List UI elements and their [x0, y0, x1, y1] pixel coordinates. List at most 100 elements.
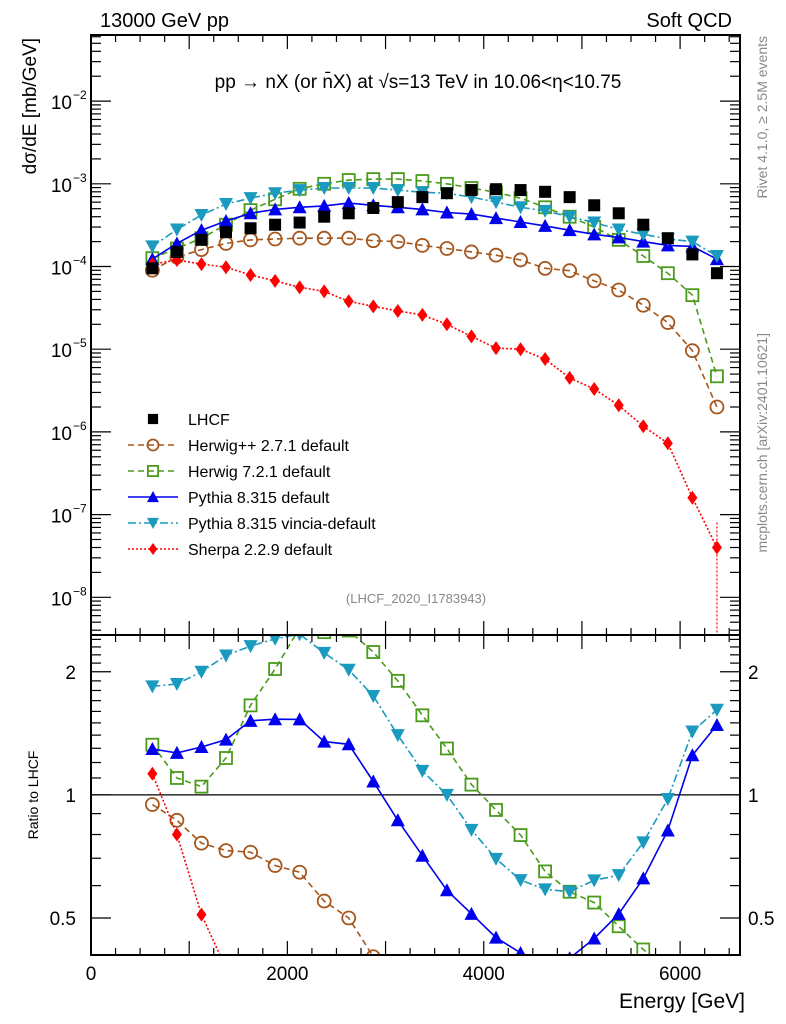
- point-lhcf: [637, 218, 650, 231]
- main-y-tick-label: 10: [51, 259, 72, 280]
- ratio-point-sherpa: [221, 961, 231, 975]
- point-vincia: [169, 223, 184, 237]
- ratio-point-herwig7: [587, 895, 602, 910]
- main-y-tick-exponent: −7: [73, 502, 87, 516]
- ratio-point-pythia: [415, 848, 430, 862]
- point-sherpa: [441, 317, 452, 332]
- series-vincia: [145, 181, 724, 263]
- point-herwigpp: [660, 315, 676, 330]
- point-sherpa: [515, 342, 526, 357]
- ratio-point-pythia: [194, 739, 209, 753]
- ratio-point-pythia: [341, 737, 356, 751]
- point-herwig7: [660, 266, 675, 281]
- ratio-point-herwig7: [611, 919, 626, 934]
- ratio-point-sherpa: [246, 1019, 256, 1024]
- ratio-point-herwig7: [170, 771, 184, 785]
- line-pythia: [151, 202, 718, 260]
- point-lhcf: [244, 222, 257, 235]
- point-lhcf: [514, 184, 527, 197]
- main-y-tick-label: 10: [51, 176, 72, 197]
- legend-item-herwig7: Herwig 7.2.1 default: [128, 464, 331, 481]
- point-herwig7: [636, 249, 651, 263]
- point-lhcf: [563, 191, 576, 204]
- point-lhcf: [342, 207, 355, 220]
- point-vincia: [709, 249, 724, 263]
- ratio-point-pythia: [685, 748, 700, 762]
- point-vincia: [636, 228, 651, 242]
- main-panel-data: [144, 172, 725, 635]
- ratio-point-vincia: [269, 635, 281, 646]
- ratio-point-pythia: [636, 871, 651, 885]
- ratio-point-vincia: [341, 663, 356, 677]
- ratio-series-herwig7: [145, 635, 652, 955]
- line-vincia: [151, 187, 718, 257]
- ratio-point-vincia: [415, 764, 430, 778]
- ratio-series-sherpa: [147, 766, 256, 1024]
- legend-item-sherpa: Sherpa 2.2.9 default: [128, 542, 333, 559]
- ratio-point-vincia: [390, 729, 405, 743]
- ratio-point-vincia: [317, 646, 332, 660]
- point-lhcf: [170, 245, 183, 258]
- ratio-y-tick-label-left: 2: [65, 663, 76, 684]
- legend-item-pythia: Pythia 8.315 default: [128, 490, 330, 507]
- legend-label-herwigpp: Herwig++ 2.7.1 default: [188, 438, 350, 455]
- main-y-tick-exponent: −6: [73, 419, 87, 433]
- x-tick-label: 6000: [659, 964, 701, 985]
- legend-marker-herwigpp: [146, 438, 160, 452]
- point-herwigpp: [439, 241, 455, 256]
- legend-marker-sherpa: [148, 543, 158, 555]
- ratio-point-pythia: [317, 734, 332, 748]
- point-herwigpp: [341, 230, 357, 246]
- ratio-point-herwigpp: [391, 984, 404, 997]
- point-herwigpp: [414, 237, 430, 253]
- ratio-point-pythia: [219, 732, 234, 746]
- point-vincia: [562, 210, 577, 224]
- ratio-point-pythia: [660, 823, 675, 837]
- ratio-y-tick-label-left: 0.5: [50, 909, 76, 930]
- point-herwigpp: [365, 233, 381, 249]
- point-lhcf: [440, 187, 453, 200]
- point-pythia: [268, 202, 283, 216]
- ratio-point-vincia: [366, 689, 381, 703]
- main-y-tick-label: 10: [51, 424, 72, 445]
- ratio-point-herwigpp: [366, 949, 381, 955]
- point-lhcf: [146, 262, 159, 275]
- point-vincia: [243, 192, 258, 206]
- ratio-point-vincia: [660, 792, 675, 806]
- legend-label-herwig7: Herwig 7.2.1 default: [188, 464, 331, 481]
- ratio-point-herwig7: [440, 741, 454, 756]
- legend-item-lhcf: LHCF: [147, 412, 230, 429]
- point-vincia: [489, 196, 504, 210]
- point-lhcf: [367, 201, 380, 214]
- point-sherpa: [491, 341, 502, 356]
- ratio-point-herwig7: [464, 777, 479, 792]
- point-herwigpp: [390, 234, 406, 250]
- ratio-point-herwigpp: [194, 835, 209, 851]
- point-lhcf: [465, 184, 478, 197]
- point-vincia: [341, 181, 356, 195]
- point-herwigpp: [586, 273, 602, 289]
- point-herwigpp: [684, 343, 700, 359]
- ratio-point-sherpa: [147, 766, 158, 781]
- ratio-panel-data: [91, 635, 740, 1024]
- legend-label-lhcf: LHCF: [188, 412, 230, 429]
- ratio-point-herwig7: [243, 698, 258, 713]
- point-lhcf: [612, 207, 625, 220]
- point-pythia: [587, 227, 602, 241]
- point-sherpa: [343, 294, 354, 309]
- point-sherpa: [417, 307, 428, 322]
- legend-label-vincia: Pythia 8.315 vincia-default: [188, 516, 376, 533]
- ratio-point-vincia: [243, 640, 258, 654]
- ratio-point-pythia: [169, 745, 184, 759]
- ratio-point-herwigpp: [341, 910, 357, 926]
- ratio-point-herwigpp: [267, 858, 283, 873]
- point-lhcf: [269, 218, 282, 231]
- point-sherpa: [245, 267, 256, 282]
- point-herwig7: [710, 369, 724, 384]
- point-lhcf: [710, 267, 723, 280]
- point-lhcf: [588, 199, 601, 212]
- main-y-tick-label: 10: [51, 341, 72, 362]
- legend-marker-pythia: [147, 491, 159, 503]
- ratio-point-herwig7: [194, 779, 209, 794]
- ratio-point-pythia: [292, 712, 307, 726]
